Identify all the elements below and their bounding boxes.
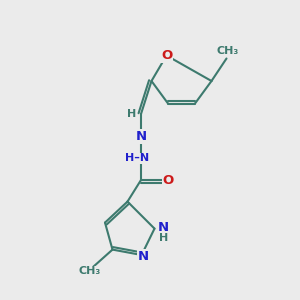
Text: H: H bbox=[127, 109, 136, 119]
Text: N: N bbox=[135, 130, 147, 143]
Text: H: H bbox=[159, 233, 168, 243]
Text: CH₃: CH₃ bbox=[217, 46, 239, 56]
Text: H–N: H–N bbox=[125, 153, 149, 164]
Text: N: N bbox=[158, 220, 169, 234]
Text: CH₃: CH₃ bbox=[79, 266, 101, 277]
Text: O: O bbox=[162, 173, 174, 187]
Text: O: O bbox=[161, 49, 172, 62]
Text: N: N bbox=[137, 250, 149, 263]
